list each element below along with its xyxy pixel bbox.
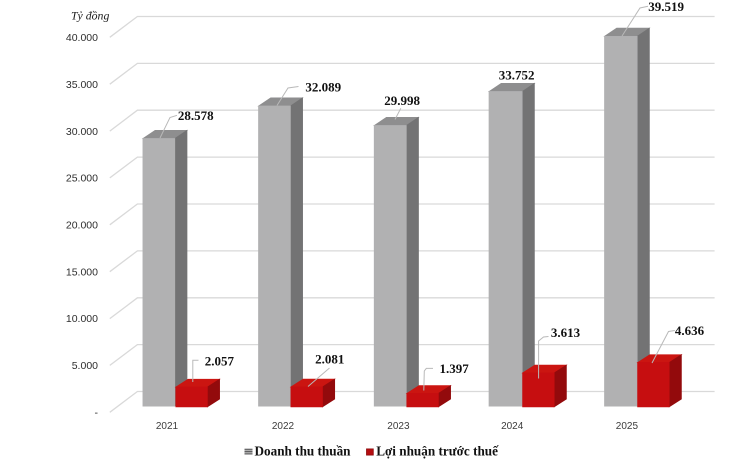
svg-text:35.000: 35.000	[66, 79, 98, 91]
svg-text:2024: 2024	[501, 421, 524, 432]
svg-text:2021: 2021	[156, 421, 179, 432]
svg-text:Tỷ đồng: Tỷ đồng	[71, 9, 109, 23]
svg-text:Doanh thu thuần: Doanh thu thuần	[255, 443, 352, 458]
svg-text:-: -	[95, 407, 99, 419]
svg-text:2023: 2023	[387, 421, 410, 432]
svg-text:20.000: 20.000	[66, 220, 98, 232]
svg-text:4.636: 4.636	[675, 323, 705, 338]
svg-text:15.000: 15.000	[66, 266, 98, 278]
svg-text:Lợi nhuận trước thuế: Lợi nhuận trước thuế	[376, 443, 499, 458]
svg-text:33.752: 33.752	[499, 68, 535, 83]
svg-text:25.000: 25.000	[66, 173, 98, 185]
svg-text:2.057: 2.057	[205, 353, 235, 368]
svg-text:2022: 2022	[272, 421, 295, 432]
svg-text:2.081: 2.081	[315, 352, 344, 367]
svg-text:29.998: 29.998	[384, 93, 420, 108]
svg-text:5.000: 5.000	[72, 360, 98, 372]
svg-text:28.578: 28.578	[178, 108, 214, 123]
svg-text:32.089: 32.089	[305, 79, 341, 94]
svg-text:39.519: 39.519	[648, 0, 684, 14]
svg-text:2025: 2025	[616, 421, 639, 432]
svg-text:10.000: 10.000	[66, 313, 98, 325]
svg-text:1.397: 1.397	[439, 361, 469, 376]
svg-text:3.613: 3.613	[551, 325, 581, 340]
svg-text:40.000: 40.000	[66, 32, 98, 44]
svg-text:30.000: 30.000	[66, 126, 98, 138]
